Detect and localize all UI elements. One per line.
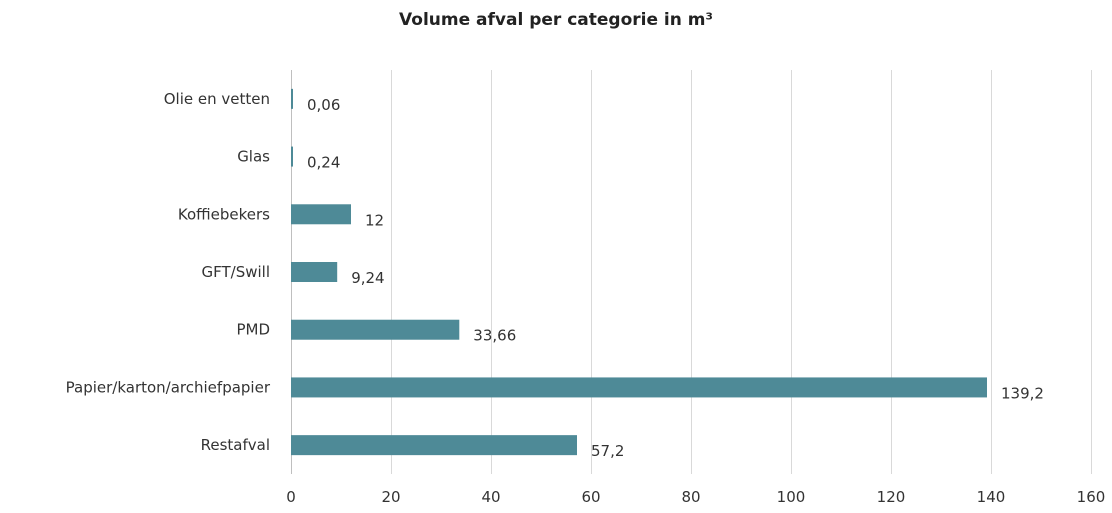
x-tick-label: 80 bbox=[681, 488, 700, 506]
x-tick-label: 160 bbox=[1077, 488, 1106, 506]
bar bbox=[291, 88, 293, 109]
x-tick-label: 100 bbox=[777, 488, 806, 506]
x-tick-labels: 0 20 40 60 80 100 120 140 160 bbox=[286, 488, 1105, 506]
bar bbox=[291, 146, 293, 167]
data-label: 0,24 bbox=[307, 154, 340, 172]
category-label: Glas bbox=[237, 148, 270, 166]
data-label: 0,06 bbox=[307, 96, 340, 114]
x-tick-label: 60 bbox=[581, 488, 600, 506]
bar bbox=[291, 435, 577, 456]
data-label: 57,2 bbox=[591, 442, 624, 460]
x-tick-label: 120 bbox=[877, 488, 906, 506]
x-tick-label: 40 bbox=[481, 488, 500, 506]
bar bbox=[291, 319, 460, 340]
x-tick-label: 20 bbox=[381, 488, 400, 506]
data-label: 9,24 bbox=[351, 269, 384, 287]
bar bbox=[291, 262, 338, 282]
bar bbox=[291, 377, 987, 398]
category-label: Restafval bbox=[201, 436, 270, 454]
category-label: Papier/karton/archiefpapier bbox=[66, 378, 271, 396]
chart-title: Volume afval per categorie in m³ bbox=[399, 10, 713, 30]
data-label: 12 bbox=[365, 211, 384, 229]
category-label: PMD bbox=[236, 321, 270, 339]
category-label: Olie en vetten bbox=[164, 90, 270, 108]
data-labels: 0,06 0,24 12 9,24 33,66 139,2 57,2 bbox=[307, 96, 1044, 460]
data-label: 139,2 bbox=[1001, 384, 1044, 402]
category-labels: Olie en vetten Glas Koffiebekers GFT/Swill P… bbox=[66, 90, 271, 454]
gridlines bbox=[291, 70, 1092, 474]
x-tick-label: 0 bbox=[286, 488, 296, 506]
data-label: 33,66 bbox=[473, 327, 516, 345]
x-tick-label: 140 bbox=[977, 488, 1006, 506]
category-label: GFT/Swill bbox=[202, 263, 271, 281]
bars bbox=[291, 88, 987, 456]
bar bbox=[291, 204, 351, 225]
category-label: Koffiebekers bbox=[178, 205, 270, 223]
